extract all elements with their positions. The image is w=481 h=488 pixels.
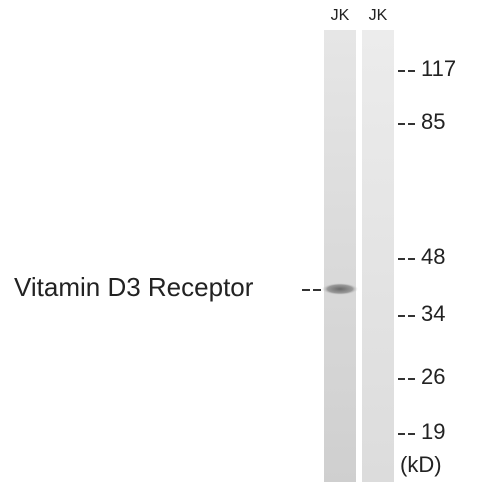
unit-label: (kD): [400, 452, 442, 477]
marker-label: 26: [421, 364, 445, 389]
lane-2: [362, 30, 394, 482]
marker-label: 19: [421, 419, 445, 444]
lane-label: JK: [369, 7, 388, 24]
marker-label: 34: [421, 301, 445, 326]
marker-label: 48: [421, 244, 445, 269]
band: [322, 283, 358, 295]
page: JK JK Vitamin D3 Receptor 117 85 48 34 2…: [0, 0, 481, 488]
marker-label: 117: [421, 56, 456, 81]
marker-ladder: 117 85 48 34 26 19 (kD): [398, 56, 456, 477]
marker-label: 85: [421, 109, 445, 134]
lane-1: [324, 30, 356, 482]
lane-label: JK: [331, 7, 350, 24]
blot-figure: JK JK Vitamin D3 Receptor 117 85 48 34 2…: [0, 0, 481, 488]
band-label: Vitamin D3 Receptor: [14, 272, 254, 302]
